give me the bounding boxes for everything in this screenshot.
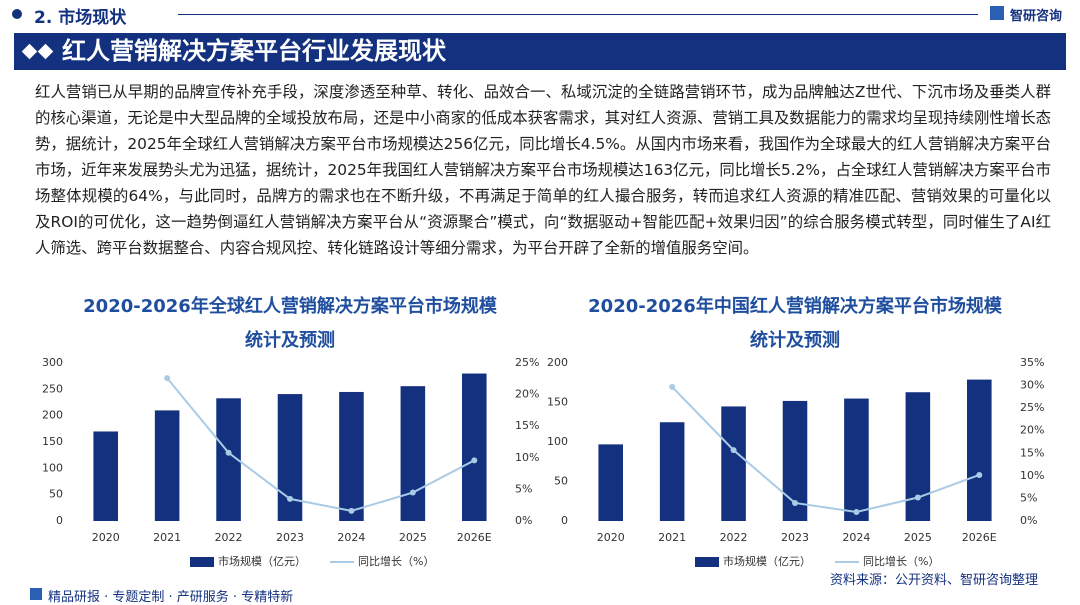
y2-tick-label: 5% <box>515 482 532 495</box>
logo-icon <box>990 6 1004 20</box>
bar <box>721 406 746 521</box>
y2-tick-label: 25% <box>515 356 539 369</box>
legend-label: 市场规模（亿元） <box>723 554 811 568</box>
growth-marker <box>287 495 293 502</box>
y2-tick-label: 35% <box>1020 356 1044 369</box>
growth-marker <box>853 508 860 515</box>
y-tick-label: 50 <box>554 475 568 488</box>
growth-marker <box>792 499 798 506</box>
growth-marker <box>669 383 676 390</box>
legend-label: 同比增长（%） <box>358 554 434 568</box>
bullet <box>12 9 22 19</box>
y-tick-label: 200 <box>42 409 63 422</box>
growth-line <box>166 377 475 512</box>
y-tick-label: 100 <box>547 435 568 448</box>
x-tick-label: 2025 <box>904 531 932 544</box>
y2-tick-label: 10% <box>515 451 539 464</box>
x-tick-label: 2022 <box>720 531 748 544</box>
bar <box>400 386 426 521</box>
paragraph: 红人营销已从早期的品牌宣传补充手段，深度渗透至种草、转化、品效合一、私域沉淀的全… <box>35 83 1051 257</box>
y-tick-label: 250 <box>42 382 63 395</box>
x-tick-label: 2020 <box>92 531 120 544</box>
y-tick-label: 0 <box>561 514 568 527</box>
legend-label: 同比增长（%） <box>863 554 939 568</box>
x-tick-label: 2026E <box>962 531 997 544</box>
y2-tick-label: 20% <box>515 388 539 401</box>
bar <box>462 373 487 521</box>
y-tick-label: 0 <box>56 514 63 527</box>
growth-line <box>671 386 980 513</box>
footer-icon <box>30 588 42 600</box>
section-title: 2. 市场现状 <box>34 8 127 28</box>
x-tick-label: 2023 <box>276 531 304 544</box>
header-line <box>178 14 978 15</box>
x-tick-label: 2021 <box>153 531 181 544</box>
y2-tick-label: 15% <box>515 419 539 432</box>
y-tick-label: 300 <box>42 356 63 369</box>
x-tick-label: 2020 <box>597 531 625 544</box>
y2-tick-label: 20% <box>1020 424 1044 437</box>
growth-marker <box>730 447 737 454</box>
y-tick-label: 100 <box>42 461 63 474</box>
source: 资料来源：公开资料、智研咨询整理 <box>830 573 1039 588</box>
bar <box>967 379 992 521</box>
bar <box>905 392 931 521</box>
y2-tick-label: 0% <box>515 514 532 527</box>
y2-tick-label: 0% <box>1020 514 1037 527</box>
page-title: 红人营销解决方案平台行业发展现状 <box>62 37 446 65</box>
title-bar <box>14 33 1066 70</box>
logo: 智研咨询 <box>1010 9 1063 24</box>
x-tick-label: 2023 <box>781 531 809 544</box>
growth-marker <box>914 494 921 501</box>
bar <box>598 444 623 521</box>
bar <box>844 398 869 521</box>
bar <box>154 410 180 521</box>
y-tick-label: 150 <box>42 435 63 448</box>
x-tick-label: 2025 <box>399 531 427 544</box>
legend-swatch <box>190 557 214 567</box>
y-tick-label: 150 <box>547 396 568 409</box>
y2-tick-label: 5% <box>1020 491 1037 504</box>
chart-title: 2020-2026年中国红人营销解决方案平台市场规模统计及预测 <box>588 296 1002 351</box>
legend-label: 市场规模（亿元） <box>218 554 306 568</box>
chart: 0 50 100 150 200 250 300 0% 5% 10% 15% 20% 25% 2020 20… <box>42 356 539 568</box>
chart: 0 50 100 150 200 0% 5% 10% 15% 20% 25% 30% 35% 2020 20… <box>547 356 1044 568</box>
bar <box>93 431 118 521</box>
growth-marker <box>976 471 983 478</box>
x-tick-label: 2022 <box>215 531 243 544</box>
growth-marker <box>164 375 171 382</box>
x-tick-label: 2021 <box>658 531 686 544</box>
y2-tick-label: 10% <box>1020 469 1044 482</box>
legend-swatch <box>695 557 719 567</box>
y2-tick-label: 25% <box>1020 401 1044 414</box>
y2-tick-label: 30% <box>1020 379 1044 392</box>
growth-marker <box>225 449 232 456</box>
growth-marker <box>348 507 355 514</box>
x-tick-label: 2024 <box>337 531 365 544</box>
x-tick-label: 2024 <box>842 531 870 544</box>
y-tick-label: 50 <box>49 488 63 501</box>
x-tick-label: 2026E <box>457 531 492 544</box>
chart-title: 2020-2026年全球红人营销解决方案平台市场规模统计及预测 <box>83 296 497 351</box>
y2-tick-label: 15% <box>1020 446 1044 459</box>
y-tick-label: 200 <box>547 356 568 369</box>
bar <box>659 422 685 521</box>
footer-tagline: 精品研报 · 专题定制 · 产研服务 · 专精特新 <box>48 590 294 605</box>
growth-marker <box>409 489 416 496</box>
bar <box>339 391 364 521</box>
growth-marker <box>471 457 478 464</box>
bar <box>277 394 303 521</box>
